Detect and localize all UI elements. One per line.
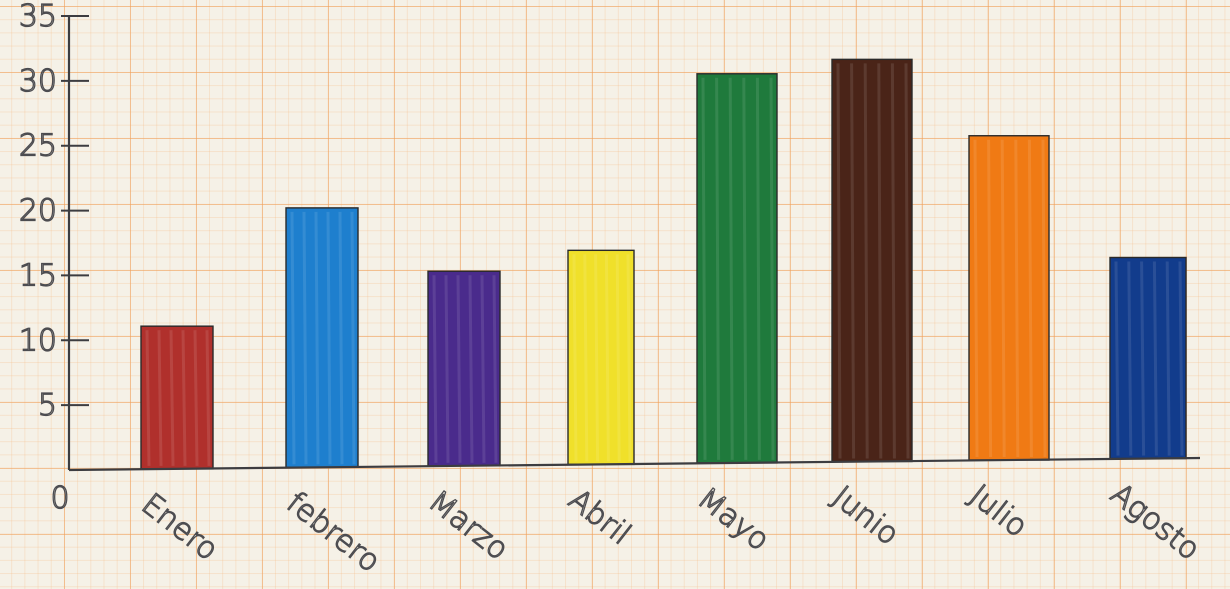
bar-texture	[480, 275, 486, 463]
x-label-enero: Enero	[135, 487, 225, 568]
bar-agosto	[1109, 256, 1187, 460]
bar-texture	[468, 275, 474, 463]
bar-texture	[836, 63, 842, 459]
bar-texture	[1014, 139, 1020, 458]
bar-texture	[742, 77, 748, 460]
bar-texture	[326, 211, 332, 465]
x-label-abril: Abril	[562, 482, 638, 552]
bar-rect	[427, 270, 501, 467]
bar-texture	[338, 211, 344, 465]
y-tick-label: 10	[19, 323, 57, 358]
bar-texture	[1000, 139, 1006, 458]
bar-texture	[626, 254, 632, 462]
bar-texture	[492, 275, 498, 463]
bar-rect	[140, 325, 214, 470]
x-axis-line	[68, 456, 1201, 472]
x-label-febrero: febrero	[280, 485, 387, 579]
bar-texture	[1178, 261, 1184, 456]
bar-texture	[350, 211, 356, 465]
bar-texture	[302, 211, 308, 465]
bar-texture	[444, 275, 450, 463]
bar-texture	[169, 330, 175, 466]
bar-texture	[1114, 261, 1120, 456]
bar-rect	[1109, 256, 1187, 460]
y-tick-label: 5	[38, 388, 57, 423]
y-tick-label: 30	[19, 64, 57, 99]
y-tick-label: 25	[19, 129, 57, 164]
x-labels-layer: Enero febrero Marzo Abril Mayo Junio Julio Agos…	[134, 476, 1207, 580]
bar-texture	[877, 63, 883, 459]
bars-layer	[140, 58, 1187, 470]
bar-texture	[728, 77, 734, 460]
bar-texture	[1140, 261, 1146, 456]
bar-texture	[863, 63, 869, 459]
bar-texture	[890, 63, 896, 459]
bar-texture	[145, 330, 151, 466]
origin-label: 0	[50, 481, 69, 516]
bar-texture	[973, 139, 979, 458]
x-label-agosto: Agosto	[1104, 477, 1206, 568]
bar-texture	[181, 330, 187, 466]
bar-texture	[904, 63, 910, 459]
bar-texture	[193, 330, 199, 466]
bar-texture	[1127, 261, 1133, 456]
bar-rect	[696, 73, 778, 464]
bar-julio	[968, 135, 1050, 461]
bar-mayo	[696, 73, 778, 464]
bar-texture	[615, 254, 621, 462]
bar-texture	[1152, 261, 1158, 456]
bar-enero	[140, 325, 214, 470]
bar-texture	[701, 77, 707, 460]
x-label-mayo: Mayo	[691, 481, 776, 558]
bar-rect	[285, 207, 359, 469]
x-label-marzo: Marzo	[422, 484, 515, 567]
y-tick-label: 15	[19, 258, 57, 293]
bar-texture	[572, 254, 578, 462]
bar-texture	[1041, 139, 1047, 458]
y-ticks-layer: 5 10 15 20 25 30 35 0	[18, 0, 89, 517]
bar-texture	[290, 211, 296, 465]
bar-texture	[1027, 139, 1033, 458]
bar-texture	[432, 275, 438, 463]
bar-texture	[456, 275, 462, 463]
bar-texture	[205, 330, 211, 466]
y-tick-label: 20	[19, 194, 57, 229]
bar-marzo	[427, 270, 501, 467]
bar-rect	[567, 249, 635, 466]
x-label-junio: Junio	[826, 480, 906, 553]
bar-texture	[987, 139, 993, 458]
bar-texture	[1165, 261, 1171, 456]
bar-texture	[594, 254, 600, 462]
bar-texture	[583, 254, 589, 462]
bar-texture	[314, 211, 320, 465]
bar-abril	[567, 249, 635, 466]
bar-texture	[769, 77, 775, 460]
bar-texture	[755, 77, 761, 460]
bar-febrero	[285, 207, 359, 469]
bar-texture	[604, 254, 610, 462]
bar-rect	[831, 58, 913, 463]
x-label-julio: Julio	[963, 478, 1034, 544]
y-tick-label: 35	[19, 0, 57, 34]
bar-texture	[157, 330, 163, 466]
bar-texture	[715, 77, 721, 460]
bar-junio	[831, 58, 913, 463]
bar-texture	[850, 63, 856, 459]
bar-rect	[968, 135, 1050, 461]
axes-layer	[67, 16, 1201, 472]
